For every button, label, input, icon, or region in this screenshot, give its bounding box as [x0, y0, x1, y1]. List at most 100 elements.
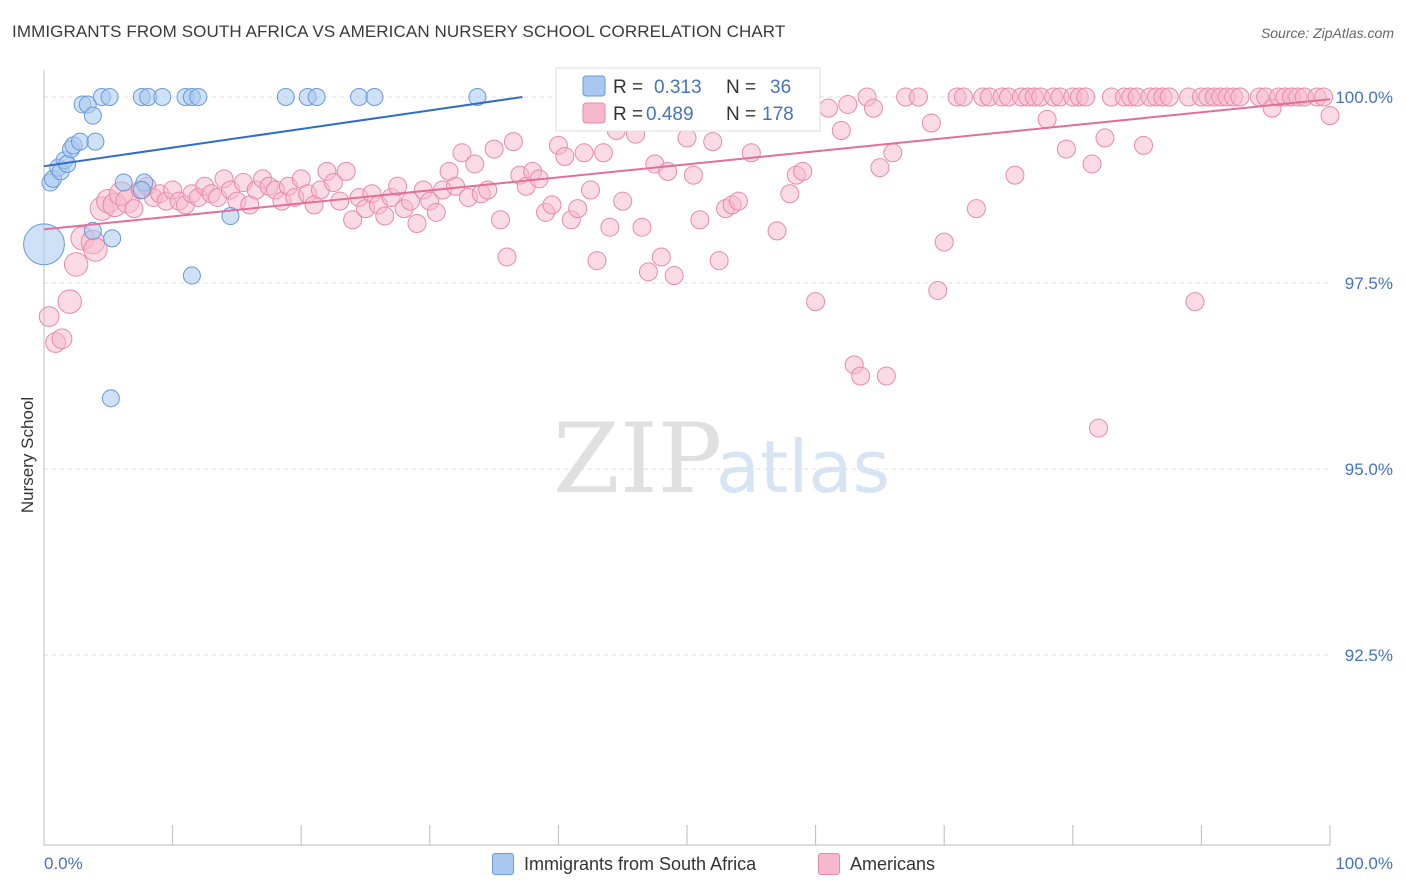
americans-point [497, 247, 517, 267]
americans-point [452, 143, 472, 163]
trend-lines [43, 96, 1331, 231]
south-africa-point [153, 88, 172, 106]
americans-point [407, 213, 427, 233]
south-africa-point [83, 221, 102, 240]
stats-blue-r-value: 0.313 [654, 77, 702, 98]
stats-pink-n-label: N = [726, 104, 756, 125]
americans-point [863, 98, 883, 118]
americans-point [388, 176, 408, 196]
americans-point [928, 280, 948, 300]
watermark-zip: ZIP [553, 403, 722, 515]
stats-pink-r-label: R = [613, 104, 643, 125]
americans-point [484, 139, 504, 159]
stats-blue-n-label: N = [726, 77, 756, 98]
stats-pink-n-value: 178 [762, 104, 794, 125]
americans-point [632, 217, 652, 237]
south-africa-point [132, 181, 151, 199]
americans-point [818, 98, 838, 118]
axes [43, 70, 1331, 846]
legend-label-americans: Americans [850, 853, 936, 874]
americans-point [124, 199, 144, 219]
stats-blue-swatch [582, 75, 606, 97]
americans-point [1320, 106, 1340, 126]
south-africa-point [83, 106, 102, 125]
americans-point [690, 210, 710, 230]
south-africa-point [350, 88, 369, 106]
americans-point [38, 306, 60, 327]
americans-point [966, 199, 986, 219]
stats-pink-r-value: 0.489 [646, 104, 694, 125]
americans-point [323, 173, 343, 193]
americans-point [1076, 87, 1096, 107]
tick-labels: 92.5% 95.0% 97.5% 100.0% 0.0% 100.0% [44, 88, 1393, 873]
chart-title: IMMIGRANTS FROM SOUTH AFRICA VS AMERICAN… [12, 22, 786, 41]
americans-point [1089, 418, 1109, 438]
americans-point [336, 161, 356, 181]
x-tick-label: 0.0% [44, 854, 83, 873]
legend-swatch-blue [492, 853, 514, 875]
americans-point [883, 143, 903, 163]
stats-pink-swatch [582, 102, 606, 124]
americans-point [593, 143, 613, 163]
americans-point [542, 195, 562, 215]
americans-point [677, 128, 697, 148]
stats-legend: R = 0.313 N = 36 R = 0.489 N = 178 [555, 67, 821, 132]
americans-point [651, 247, 671, 267]
americans-point [838, 94, 858, 114]
south-africa-point [365, 88, 384, 106]
legend-item-south-africa: Immigrants from South Africa [492, 852, 756, 876]
y-tick-label: 92.5% [1345, 646, 1393, 665]
y-tick-label: 100.0% [1335, 88, 1393, 107]
source-credit: Source: ZipAtlas.com [1260, 25, 1394, 41]
americans-point [375, 206, 395, 226]
americans-point [465, 154, 485, 174]
americans-point [1159, 87, 1179, 107]
south-africa-point [100, 88, 119, 106]
americans-point [555, 147, 575, 167]
americans-point [953, 87, 973, 107]
y-tick-label: 97.5% [1345, 274, 1393, 293]
americans-point [1185, 292, 1205, 312]
americans-point [638, 262, 658, 282]
americans-point [426, 202, 446, 222]
americans-point [703, 132, 723, 152]
south-africa-point [86, 132, 105, 151]
south-africa-point [101, 389, 120, 408]
americans-point [851, 366, 871, 386]
stats-blue-n-value: 36 [770, 77, 791, 98]
x-tick-label: 100.0% [1335, 854, 1393, 873]
americans-point [934, 232, 954, 252]
watermark: ZIP atlas [553, 403, 890, 515]
south-africa-trend-line [43, 96, 523, 168]
americans-point [581, 180, 601, 200]
americans-point [767, 221, 787, 241]
americans-point [1095, 128, 1115, 148]
south-africa-point [468, 88, 487, 106]
americans-point [831, 120, 851, 140]
south-africa-point [103, 229, 122, 248]
americans-point [613, 191, 633, 211]
americans-point [568, 199, 588, 219]
americans-point [728, 191, 748, 211]
south-africa-point [182, 266, 201, 285]
americans-point [709, 251, 729, 271]
y-tick-label: 95.0% [1345, 460, 1393, 479]
legend-swatch-pink [818, 853, 840, 875]
south-africa-point [189, 88, 208, 106]
americans-point [793, 161, 813, 181]
y-axis-label: Nursery School [18, 397, 37, 513]
americans-point [1056, 139, 1076, 159]
americans-trend-line [43, 98, 1331, 231]
americans-point [1134, 135, 1154, 155]
americans-point [330, 191, 350, 211]
stats-blue-r-label: R = [613, 77, 643, 98]
south-africa-point [114, 173, 133, 192]
americans-point [683, 165, 703, 185]
americans-point [921, 113, 941, 133]
americans-point [1037, 109, 1057, 129]
americans-point [1314, 87, 1334, 107]
americans-point [574, 143, 594, 163]
americans-point [1005, 165, 1025, 185]
americans-point [870, 158, 890, 178]
